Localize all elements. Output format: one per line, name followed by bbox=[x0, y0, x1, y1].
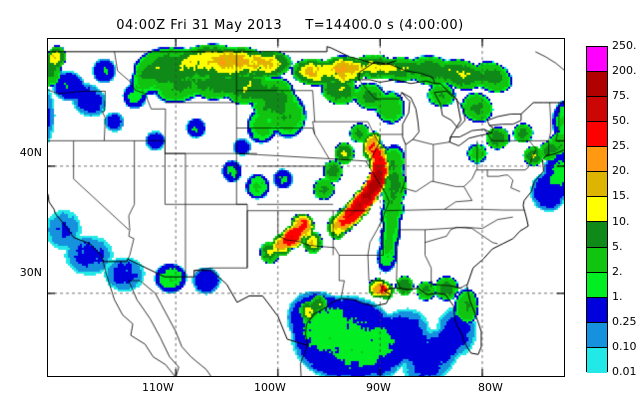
colorbar-band-11 bbox=[587, 322, 607, 348]
colorbar-tick-label-0: 250. bbox=[612, 39, 637, 52]
colorbar-tick-label-7: 10. bbox=[612, 214, 630, 228]
colorbar-tick-label-9: 2. bbox=[612, 264, 623, 278]
colorbar-band-9 bbox=[587, 272, 607, 298]
colorbar-legend: 250. 200. 75. 50. 25. 20. 15. 10. 5. 2. 1. 0.25 0.10… bbox=[586, 40, 640, 377]
colorbar-tick-label-4: 25. bbox=[612, 139, 630, 153]
colorbar-band-1 bbox=[587, 72, 607, 98]
y-tick-label-30n: 30N bbox=[19, 266, 42, 279]
colorbar-band-5 bbox=[587, 172, 607, 198]
colorbar-tick-label-3: 50. bbox=[612, 114, 630, 128]
y-tick-label-40n: 40N bbox=[19, 146, 42, 159]
x-tick-label-80w: 80W bbox=[478, 381, 503, 394]
colorbar-band-4 bbox=[587, 147, 607, 173]
map-plot-area bbox=[47, 38, 565, 377]
colorbar-band-10 bbox=[587, 297, 607, 323]
colorbar-tick-label-1: 200. bbox=[612, 64, 637, 78]
colorbar-band-7 bbox=[587, 222, 607, 248]
colorbar-band-6 bbox=[587, 197, 607, 223]
colorbar-band-3 bbox=[587, 122, 607, 148]
colorbar-tick-label-13: 0.01 bbox=[612, 365, 637, 378]
colorbar-tick-label-11: 0.25 bbox=[612, 314, 637, 328]
x-tick-label-100w: 100W bbox=[254, 381, 286, 394]
colorbar-tick-label-8: 5. bbox=[612, 239, 623, 253]
figure-title: 04:00Z Fri 31 May 2013 T=14400.0 s (4:00… bbox=[116, 18, 464, 33]
x-tick-label-110w: 110W bbox=[142, 381, 174, 394]
x-tick-label-90w: 90W bbox=[366, 381, 391, 394]
colorbar-tick-label-6: 15. bbox=[612, 189, 630, 203]
colorbar-tick-label-12: 0.10 bbox=[612, 339, 637, 353]
colorbar-bands bbox=[586, 46, 608, 373]
colorbar-band-8 bbox=[587, 247, 607, 273]
colorbar-tick-label-2: 75. bbox=[612, 89, 630, 103]
colorbar-band-0 bbox=[587, 47, 607, 73]
colorbar-tick-label-10: 1. bbox=[612, 289, 623, 303]
colorbar-band-12 bbox=[587, 347, 607, 373]
precipitation-raster bbox=[48, 39, 564, 376]
colorbar-tick-label-5: 20. bbox=[612, 164, 630, 178]
colorbar-band-2 bbox=[587, 97, 607, 123]
